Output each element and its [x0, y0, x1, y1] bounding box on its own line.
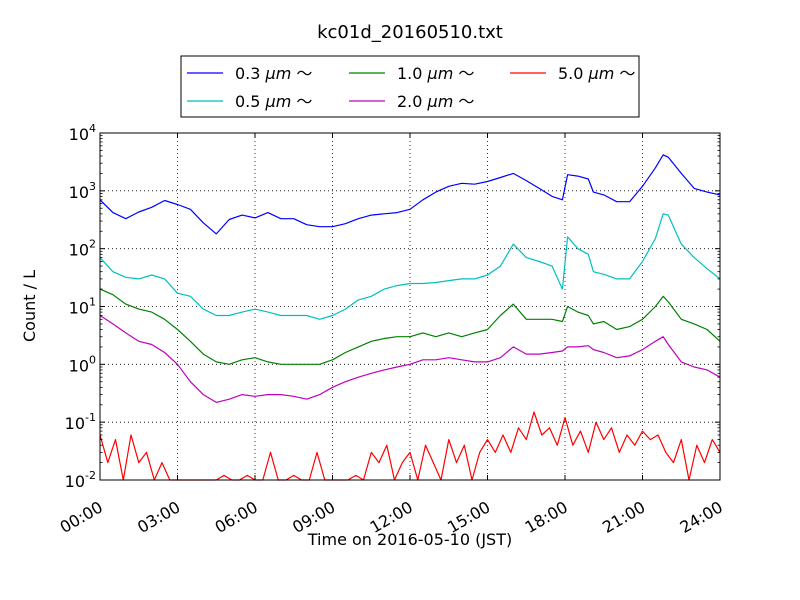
y-tick-label: 10-1: [65, 411, 96, 433]
y-tick-label: 104: [69, 122, 96, 144]
y-axis-ticks: 10-2 10-1 100 101 102 103 104: [65, 122, 720, 491]
legend-label: 1.0 μm ～: [397, 64, 474, 83]
series-line-2: [99, 213, 721, 320]
x-axis-label: Time on 2016-05-10 (JST): [307, 530, 512, 549]
y-tick-label: 103: [69, 180, 96, 202]
grid-lines: [100, 133, 720, 480]
chart-title: kc01d_20160510.txt: [317, 22, 503, 43]
y-tick-label: 10-2: [65, 469, 96, 491]
series-line-4: [99, 314, 721, 403]
legend-items: 0.3 μm ～ 0.5 μm ～ 1.0 μm ～ 2.0 μm ～ 5.0 μm ～: [187, 64, 635, 111]
legend: 0.3 μm ～ 0.5 μm ～ 1.0 μm ～ 2.0 μm ～ 5.0 μm ～: [180, 55, 640, 118]
y-axis-label: Count / L: [20, 270, 39, 342]
legend-label: 0.5 μm ～: [235, 92, 312, 111]
y-tick-label: 100: [69, 353, 96, 375]
plot-area: 00:00 03:00 06:00 09:00 12:00 15:00 18:00 21:00…: [57, 122, 726, 537]
legend-label: 0.3 μm ～: [235, 64, 312, 83]
legend-label: 5.0 μm ～: [558, 64, 635, 83]
y-tick-label: 102: [69, 238, 96, 260]
y-tick-label: 101: [69, 296, 96, 318]
series-line-1: [99, 154, 721, 235]
legend-label: 2.0 μm ～: [397, 92, 474, 111]
legend-frame: [180, 55, 640, 118]
series-line-3: [99, 288, 721, 365]
